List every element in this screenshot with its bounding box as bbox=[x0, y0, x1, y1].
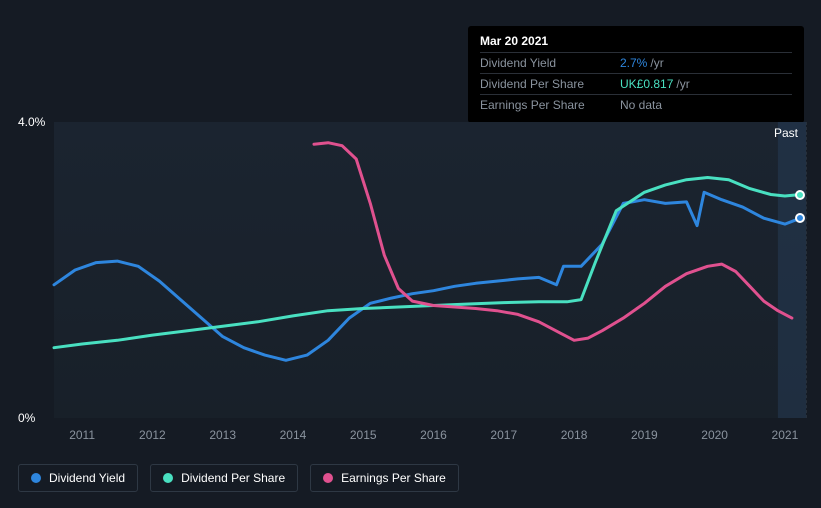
x-axis-label: 2021 bbox=[772, 428, 799, 442]
legend-label: Earnings Per Share bbox=[341, 471, 446, 485]
legend-dot-icon bbox=[323, 473, 333, 483]
tooltip-row-value: 2.7% bbox=[620, 56, 647, 70]
x-axis-label: 2011 bbox=[69, 428, 95, 442]
legend-label: Dividend Per Share bbox=[181, 471, 285, 485]
x-axis-label: 2020 bbox=[701, 428, 728, 442]
series-end-dot bbox=[795, 213, 805, 223]
x-axis-labels: 2011 2012 2013 2014 2015 2016 2017 2018 2019 2020… bbox=[54, 428, 806, 446]
legend-item[interactable]: Dividend Yield bbox=[18, 464, 138, 492]
legend-dot-icon bbox=[31, 473, 41, 483]
legend-item[interactable]: Dividend Per Share bbox=[150, 464, 298, 492]
tooltip-panel: Mar 20 2021 Dividend Yield2.7%/yrDividen… bbox=[468, 26, 804, 123]
x-axis-label: 2019 bbox=[631, 428, 658, 442]
legend-label: Dividend Yield bbox=[49, 471, 125, 485]
x-axis-label: 2015 bbox=[350, 428, 377, 442]
tooltip-row: Earnings Per ShareNo data bbox=[480, 94, 792, 115]
tooltip-row-value: No data bbox=[620, 98, 662, 112]
x-axis-label: 2018 bbox=[561, 428, 588, 442]
x-axis-label: 2017 bbox=[490, 428, 517, 442]
chart-plot-area: Past bbox=[54, 122, 806, 418]
tooltip-row: Dividend Per ShareUK£0.817/yr bbox=[480, 73, 792, 94]
tooltip-row-suffix: /yr bbox=[650, 56, 663, 70]
tooltip-row-suffix: /yr bbox=[676, 77, 689, 91]
series-end-dot bbox=[795, 190, 805, 200]
legend: Dividend Yield Dividend Per Share Earnings… bbox=[18, 464, 459, 492]
tooltip-row: Dividend Yield2.7%/yr bbox=[480, 52, 792, 73]
chart-lines bbox=[54, 122, 806, 418]
x-axis-label: 2016 bbox=[420, 428, 447, 442]
legend-item[interactable]: Earnings Per Share bbox=[310, 464, 459, 492]
tooltip-row-label: Earnings Per Share bbox=[480, 98, 620, 112]
tooltip-row-value: UK£0.817 bbox=[620, 77, 673, 91]
legend-dot-icon bbox=[163, 473, 173, 483]
tooltip-row-label: Dividend Per Share bbox=[480, 77, 620, 91]
past-label: Past bbox=[774, 126, 798, 140]
tooltip-row-label: Dividend Yield bbox=[480, 56, 620, 70]
tooltip-date: Mar 20 2021 bbox=[480, 34, 792, 48]
x-axis-label: 2012 bbox=[139, 428, 166, 442]
x-axis-label: 2014 bbox=[280, 428, 307, 442]
x-axis-label: 2013 bbox=[209, 428, 236, 442]
